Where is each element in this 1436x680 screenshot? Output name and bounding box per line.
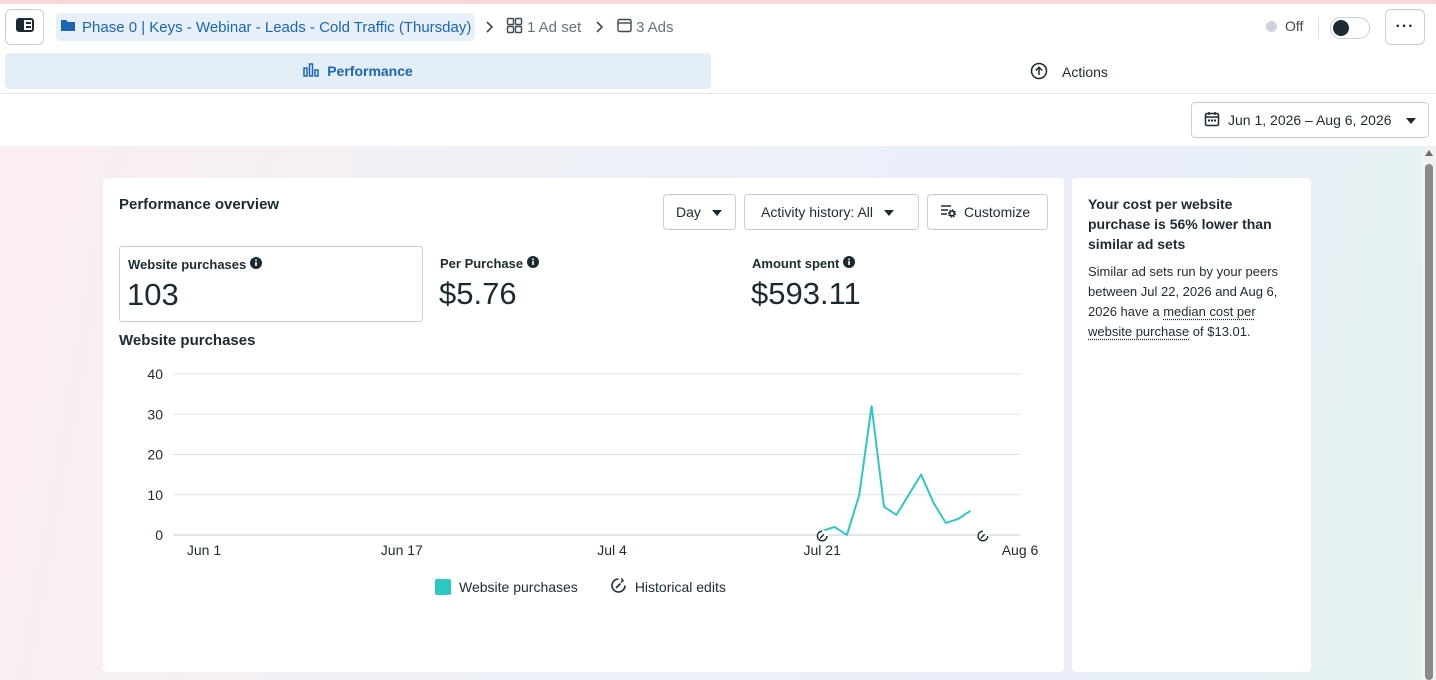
legend-label: Website purchases	[459, 579, 578, 595]
metric-label-wrap: Per Purchase	[440, 256, 540, 271]
granularity-label: Day	[676, 204, 701, 220]
metric-value: $593.11	[751, 276, 861, 311]
status-label: Off	[1285, 18, 1304, 34]
caret-down-icon	[883, 204, 895, 220]
toggle-knob	[1333, 20, 1349, 36]
series-line-website-purchases	[821, 405, 972, 536]
benchmark-insight-card: Your cost per website purchase is 56% lo…	[1072, 178, 1311, 672]
granularity-dropdown[interactable]: Day	[663, 194, 736, 230]
metric-per-purchase[interactable]: Per Purchase $5.76	[432, 246, 732, 322]
chevron-right-icon	[596, 21, 604, 33]
x-tick-label: Aug 6	[1002, 542, 1039, 558]
customize-icon	[940, 203, 957, 221]
tab-actions-label: Actions	[1062, 64, 1108, 80]
historical-edit-marker[interactable]	[816, 530, 829, 542]
metric-amount-spent[interactable]: Amount spent $593.11	[744, 246, 1044, 322]
caret-down-icon	[711, 204, 723, 220]
performance-overview-card: Performance overview Day Activity histor…	[103, 178, 1064, 672]
y-tick-label: 40	[147, 366, 163, 382]
legend-swatch	[435, 579, 451, 595]
page-scrollbar[interactable]	[1422, 146, 1436, 680]
folder-icon	[60, 18, 76, 37]
insight-body-text: Similar ad sets run by your peers betwee…	[1088, 264, 1279, 319]
chart-legend: Website purchases Historical edits	[435, 577, 726, 597]
metric-value: 103	[127, 277, 179, 312]
metric-label: Amount spent	[752, 256, 840, 271]
insight-body: Similar ad sets run by your peers betwee…	[1088, 262, 1303, 342]
median-cost-link[interactable]: median cost per website purchase	[1088, 304, 1256, 339]
date-range-picker[interactable]: Jun 1, 2026 – Aug 6, 2026	[1191, 102, 1429, 138]
tab-performance[interactable]: Performance	[5, 53, 711, 89]
scroll-up-arrow[interactable]	[1425, 150, 1433, 156]
date-range-label: Jun 1, 2026 – Aug 6, 2026	[1228, 112, 1392, 128]
y-tick-label: 30	[147, 406, 163, 422]
header-separator	[1318, 17, 1319, 39]
caret-down-icon	[1405, 112, 1417, 128]
y-tick-label: 0	[155, 527, 163, 543]
info-icon[interactable]	[527, 256, 540, 271]
tab-performance-label: Performance	[327, 63, 413, 79]
campaign-name: Phase 0 | Keys - Webinar - Leads - Cold …	[82, 18, 472, 36]
bar-chart-icon	[303, 62, 319, 80]
legend-label: Historical edits	[634, 579, 726, 595]
ad-icon	[617, 18, 632, 37]
customize-button[interactable]: Customize	[927, 194, 1048, 230]
tab-actions[interactable]: Actions	[1030, 60, 1108, 84]
metric-label: Per Purchase	[440, 256, 524, 271]
adset-grid-icon	[506, 17, 523, 38]
status-dot	[1266, 20, 1277, 32]
metric-label: Website purchases	[128, 257, 247, 272]
metric-website-purchases[interactable]: Website purchases 103	[119, 246, 423, 322]
ads-crumb-label: 3 Ads	[636, 18, 674, 36]
insight-body-text: of $13.01.	[1189, 324, 1251, 339]
delivery-status: Off	[1266, 18, 1303, 34]
header-bar: Phase 0 | Keys - Webinar - Leads - Cold …	[0, 4, 1436, 50]
calendar-icon	[1204, 111, 1220, 130]
breadcrumb-adset[interactable]: 1 Ad set	[506, 14, 581, 40]
more-options-button[interactable]: ···	[1385, 9, 1425, 45]
adset-crumb-label: 1 Ad set	[527, 18, 582, 36]
overview-title: Performance overview	[119, 196, 280, 213]
chart-title: Website purchases	[119, 332, 256, 349]
y-tick-label: 10	[147, 487, 163, 503]
website-purchases-chart: 0 10 20 30 40 Jun 1 Jun 17 Jul 4 Jul 21 Aug 6	[147, 366, 1039, 558]
metric-label-wrap: Amount spent	[752, 256, 856, 271]
y-tick-label: 20	[147, 447, 163, 463]
historical-edit-icon	[610, 577, 627, 597]
campaign-toggle[interactable]	[1330, 17, 1370, 39]
metric-label-wrap: Website purchases	[128, 257, 263, 272]
upload-circle-icon	[1030, 62, 1048, 83]
panel-toggle-button[interactable]	[5, 9, 44, 45]
info-icon[interactable]	[843, 256, 856, 271]
activity-history-label: Activity history: All	[761, 204, 874, 220]
x-tick-label: Jul 4	[597, 542, 627, 558]
tabs-divider	[0, 93, 1436, 94]
metric-value: $5.76	[439, 276, 517, 311]
panel-toggle-icon	[15, 17, 34, 37]
x-tick-label: Jun 17	[381, 542, 423, 558]
top-accent-line	[0, 0, 1436, 4]
x-tick-label: Jun 1	[187, 542, 221, 558]
customize-label: Customize	[964, 204, 1031, 220]
x-tick-label: Jul 21	[804, 542, 842, 558]
breadcrumb-campaign[interactable]: Phase 0 | Keys - Webinar - Leads - Cold …	[56, 13, 476, 41]
chevron-right-icon	[486, 21, 494, 33]
insight-headline: Your cost per website purchase is 56% lo…	[1088, 196, 1272, 252]
activity-history-dropdown[interactable]: Activity history: All	[744, 194, 919, 230]
historical-edit-marker[interactable]	[976, 530, 989, 542]
scroll-thumb[interactable]	[1425, 164, 1433, 680]
info-icon[interactable]	[250, 257, 263, 272]
breadcrumb-ads[interactable]: 3 Ads	[617, 14, 674, 40]
